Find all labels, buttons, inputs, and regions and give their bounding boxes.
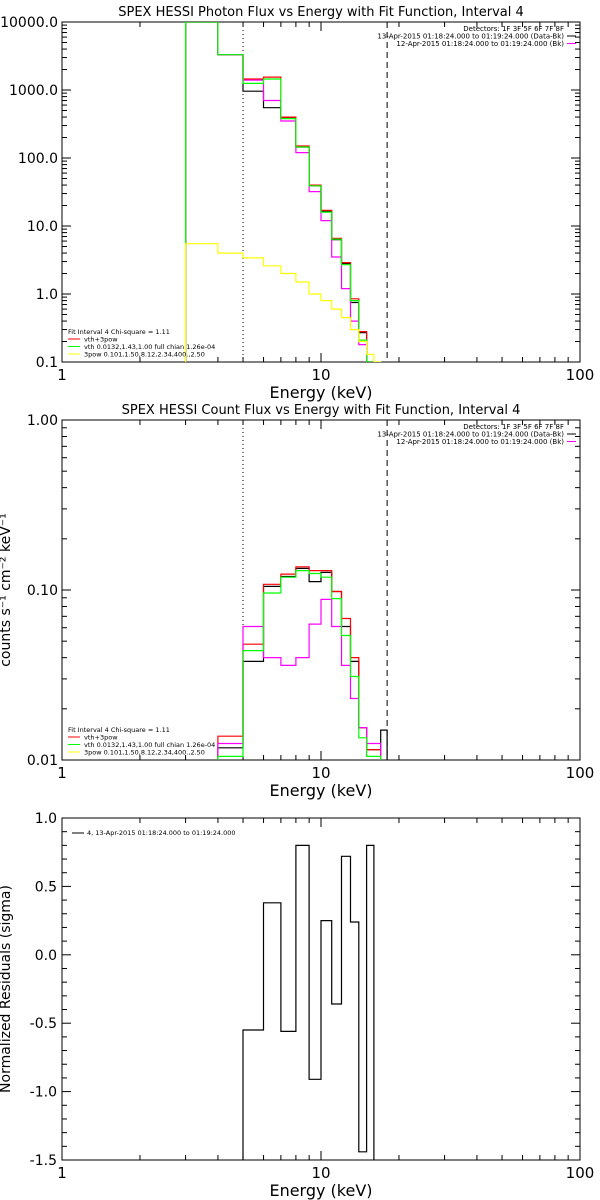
- header-text: 13-Apr-2015 01:18:24.000 to 01:19:24.000…: [377, 33, 564, 41]
- legend-text: Fit Interval 4 Chi-square = 1.11: [68, 328, 170, 336]
- header-text: Detectors: 1F 3F 5F 6F 7F 8F: [463, 423, 564, 431]
- x-axis-label: Energy (keV): [269, 383, 372, 402]
- y-axis-label: Normalized Residuals (sigma): [0, 885, 14, 1093]
- x-axis-label: Energy (keV): [269, 1181, 372, 1200]
- panel-2: 1 10 100 Energy (keV) 0.01 0.10 1.00 counts s⁻¹…: [0, 403, 594, 800]
- legend-text: 3pow 0.101,1.50,8.12,2.34,400.,2.50: [84, 749, 205, 757]
- series-group: [217, 566, 388, 760]
- series-line-4: [217, 570, 382, 760]
- header-text: 12-Apr-2015 01:18:24.000 to 01:19:24.000…: [396, 40, 564, 48]
- y-tick-label: 100.0: [18, 151, 58, 167]
- header-text: Detectors: 1F 3F 5F 6F 7F 8F: [463, 25, 564, 33]
- legend-text: 4, 13-Apr-2015 01:18:24.000 to 01:19:24.…: [87, 829, 236, 837]
- y-tick-label: -1.0: [30, 1085, 57, 1101]
- x-tick-label: 100: [566, 764, 595, 782]
- y-tick-label: 0.1: [36, 355, 58, 371]
- y-tick-label: 10.0: [27, 219, 58, 235]
- legend-text: 3pow 0.101,1.50,8.12,2.34,400.,2.50: [84, 351, 205, 359]
- y-tick-label: 1000.0: [9, 83, 58, 99]
- panel-3: 1 10 100 Energy (keV) -1.5 -1.0 -0.5 0.0 0.5 1.0 N…: [0, 811, 594, 1200]
- y-tick-label: 1.0: [36, 287, 58, 303]
- legend-text: vth+3pow: [84, 734, 118, 742]
- legend-text: Fit Interval 4 Chi-square = 1.11: [68, 726, 170, 734]
- x-tick-label: 1: [57, 764, 67, 782]
- y-tick-label: 0.0: [35, 948, 57, 964]
- y-tick-label: 0.10: [27, 583, 58, 599]
- y-axis-label: counts s⁻¹ cm⁻² keV⁻¹: [0, 513, 14, 667]
- y-tick-label: -0.5: [30, 1016, 57, 1032]
- x-tick-label: 10: [311, 1164, 330, 1182]
- y-tick-label: 0.01: [27, 753, 58, 769]
- x-tick-label: 10: [311, 764, 330, 782]
- y-tick-label: 0.5: [35, 879, 57, 895]
- header-text: 12-Apr-2015 01:18:24.000 to 01:19:24.000…: [396, 438, 564, 446]
- panel-1: 1 10 100 Energy (keV) 0.1 1.0 10.0 100.0 1000.0 1…: [0, 5, 594, 402]
- legend-text: vth+3pow: [84, 336, 118, 344]
- series-line-1: [242, 844, 375, 1160]
- y-tick-label: 1.00: [27, 413, 58, 429]
- chart-title: SPEX HESSI Count Flux vs Energy with Fit…: [122, 403, 521, 418]
- x-axis-label: Energy (keV): [269, 781, 372, 800]
- x-tick-label: 10: [311, 366, 330, 384]
- series-group: [242, 844, 375, 1160]
- x-tick-label: 100: [566, 1164, 595, 1182]
- header-text: 13-Apr-2015 01:18:24.000 to 01:19:24.000…: [377, 431, 564, 439]
- x-tick-label: 1: [57, 366, 67, 384]
- x-tick-label: 1: [57, 1164, 67, 1182]
- y-tick-label: -1.5: [30, 1153, 57, 1169]
- series-line-4: [185, 22, 375, 362]
- series-group: [185, 22, 382, 362]
- y-tick-label: 1.0: [35, 811, 57, 827]
- chart-title: SPEX HESSI Photon Flux vs Energy with Fi…: [118, 5, 524, 20]
- legend-text: vth 0.0132,1.43,1.00 full chian 1.26e-04: [84, 741, 215, 749]
- legend-text: vth 0.0132,1.43,1.00 full chian 1.26e-04: [84, 343, 215, 351]
- x-tick-label: 100: [566, 366, 595, 384]
- series-line-5: [185, 243, 382, 362]
- y-tick-label: 10000.0: [0, 15, 58, 31]
